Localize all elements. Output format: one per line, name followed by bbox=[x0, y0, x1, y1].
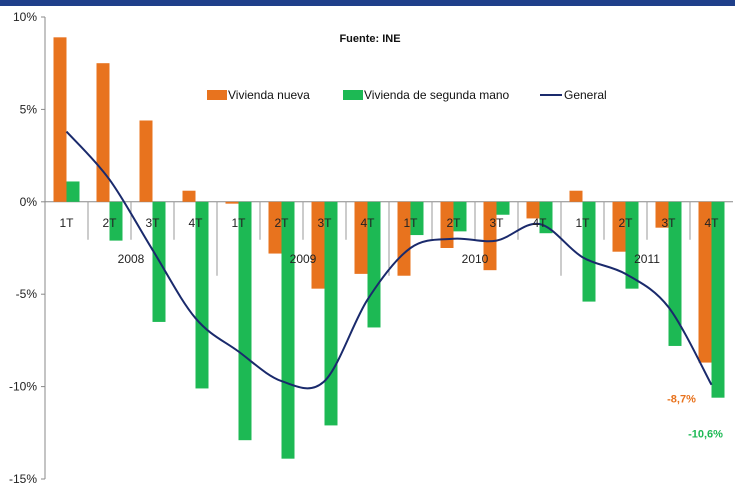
bar-vivienda-nueva bbox=[440, 201, 454, 248]
legend-label-vivienda-nueva: Vivienda nueva bbox=[228, 88, 310, 102]
y-tick-label: -15% bbox=[9, 472, 37, 486]
quarter-label: 1T bbox=[231, 216, 246, 230]
quarter-label: 3T bbox=[145, 216, 160, 230]
bar-vivienda-nueva bbox=[268, 201, 282, 254]
bar-vivienda-segunda-mano bbox=[496, 201, 510, 215]
bar-vivienda-segunda-mano bbox=[66, 181, 80, 202]
quarter-label: 2T bbox=[618, 216, 633, 230]
bar-vivienda-nueva bbox=[53, 37, 67, 202]
quarter-label: 3T bbox=[317, 216, 332, 230]
annotation-vivienda-nueva: -8,7% bbox=[667, 394, 696, 406]
quarter-label: 2T bbox=[446, 216, 461, 230]
bar-vivienda-segunda-mano bbox=[410, 201, 424, 236]
chart-legend: Vivienda nueva Vivienda de segunda mano Ge… bbox=[207, 88, 607, 102]
y-tick-label: 10% bbox=[13, 10, 37, 24]
legend-label-vivienda-segunda-mano: Vivienda de segunda mano bbox=[364, 88, 510, 102]
bar-vivienda-segunda-mano bbox=[453, 201, 467, 232]
top-header-bar bbox=[0, 0, 735, 6]
quarter-label: 1T bbox=[59, 216, 74, 230]
bar-vivienda-segunda-mano bbox=[324, 201, 338, 426]
y-tick-label: 5% bbox=[20, 102, 38, 116]
legend-label-general: General bbox=[564, 88, 607, 102]
bar-vivienda-nueva bbox=[96, 63, 110, 202]
bar-vivienda-nueva bbox=[483, 201, 497, 271]
x-axis-labels: 1T 2T 3T 4T 1T 2T 3T 4T 1T 2T 3T 4T 1T 2T 3T 4T 2008 2009… bbox=[59, 216, 719, 266]
y-tick-label: -10% bbox=[9, 380, 37, 394]
bar-vivienda-segunda-mano bbox=[281, 201, 295, 459]
annotation-vivienda-segunda-mano: -10,6% bbox=[688, 429, 723, 441]
bar-vivienda-segunda-mano bbox=[238, 201, 252, 441]
general-line-layer bbox=[65, 130, 713, 390]
legend-swatch-vivienda-segunda-mano bbox=[343, 90, 363, 100]
quarter-label: 2T bbox=[102, 216, 117, 230]
year-label: 2010 bbox=[462, 252, 489, 266]
bar-vivienda-segunda-mano bbox=[582, 201, 596, 302]
quarter-label: 1T bbox=[575, 216, 590, 230]
quarter-label: 3T bbox=[661, 216, 676, 230]
bar-vivienda-segunda-mano bbox=[109, 201, 123, 241]
bar-vivienda-nueva bbox=[354, 201, 368, 274]
quarter-label: 4T bbox=[360, 216, 375, 230]
bar-vivienda-segunda-mano bbox=[195, 201, 209, 389]
bar-vivienda-nueva bbox=[698, 201, 712, 363]
bar-vivienda-nueva bbox=[139, 120, 153, 202]
bar-vivienda-nueva bbox=[397, 201, 411, 276]
year-label: 2011 bbox=[634, 252, 660, 266]
bar-vivienda-nueva bbox=[612, 201, 626, 252]
quarter-label: 1T bbox=[403, 216, 418, 230]
quarter-label: 4T bbox=[188, 216, 203, 230]
source-label: Fuente: INE bbox=[339, 33, 400, 45]
year-label: 2008 bbox=[118, 252, 145, 266]
quarter-label: 2T bbox=[274, 216, 289, 230]
quarter-label: 4T bbox=[532, 216, 547, 230]
quarter-label: 4T bbox=[704, 216, 719, 230]
year-label: 2009 bbox=[290, 252, 317, 266]
bar-vivienda-nueva bbox=[182, 190, 196, 202]
bar-vivienda-segunda-mano bbox=[711, 201, 725, 398]
y-tick-label: 0% bbox=[20, 195, 38, 209]
quarter-label: 3T bbox=[489, 216, 504, 230]
legend-swatch-vivienda-nueva bbox=[207, 90, 227, 100]
bar-vivienda-nueva bbox=[311, 201, 325, 289]
y-tick-label: -5% bbox=[16, 287, 38, 301]
general-line bbox=[65, 130, 713, 390]
chart-annotations: -8,7% -10,6% bbox=[667, 394, 723, 441]
bar-vivienda-nueva bbox=[225, 201, 239, 204]
bar-vivienda-nueva bbox=[526, 201, 540, 219]
bar-vivienda-nueva bbox=[569, 190, 583, 202]
bar-vivienda-segunda-mano bbox=[625, 201, 639, 289]
bar-vivienda-nueva bbox=[655, 201, 669, 228]
